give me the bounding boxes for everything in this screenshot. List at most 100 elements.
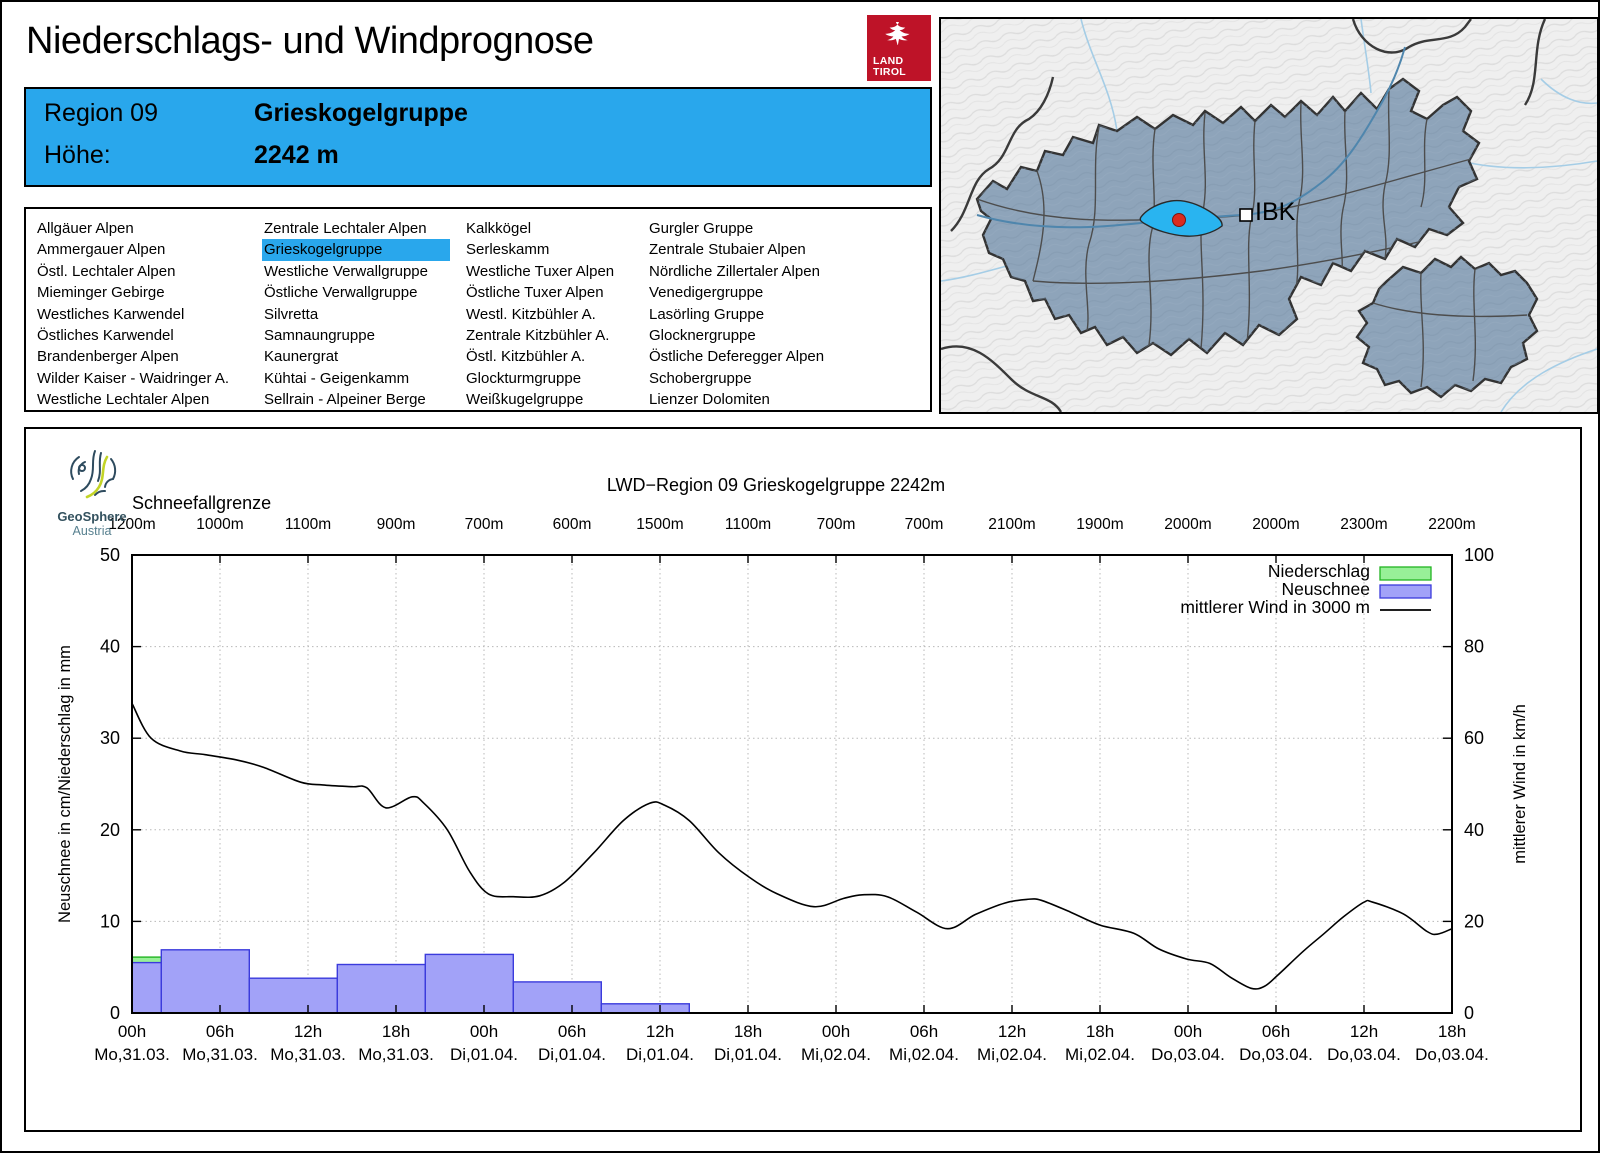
x-tick-time: 18h [382, 1022, 410, 1041]
ibk-label: IBK [1255, 198, 1296, 226]
region-list-item[interactable]: Samnaungruppe [264, 327, 375, 345]
neuschnee-bar [131, 961, 162, 1014]
x-tick-date: Di,01.04. [714, 1045, 782, 1064]
x-tick-time: 00h [118, 1022, 146, 1041]
x-tick-date: Mi,02.04. [801, 1045, 871, 1064]
legend-label: Neuschnee [1281, 579, 1370, 599]
region-list-item[interactable]: Kaunergrat [264, 348, 339, 366]
x-tick-date: Mo,31.03. [182, 1045, 258, 1064]
x-tick-time: 00h [1174, 1022, 1202, 1041]
x-tick-time: 18h [1438, 1022, 1466, 1041]
land-tirol-logo: LAND TIROL [867, 15, 931, 81]
x-tick-date: Di,01.04. [626, 1045, 694, 1064]
region-list-item[interactable]: Lienzer Dolomiten [649, 391, 770, 409]
region-list-item[interactable]: Westliche Tuxer Alpen [466, 262, 615, 280]
region-list-item[interactable]: Östliches Karwendel [37, 327, 174, 345]
region-list-item[interactable]: Östliche Deferegger Alpen [649, 348, 825, 366]
region-info-box: Region 09 Grieskogelgruppe Höhe: 2242 m [24, 87, 932, 187]
snowline-value: 1900m [1076, 516, 1123, 533]
region-list-item[interactable]: Brandenberger Alpen [37, 348, 179, 366]
map-inn-river [976, 46, 1406, 229]
legend-label: mittlerer Wind in 3000 m [1180, 597, 1370, 617]
region-list-item[interactable]: Gurgler Gruppe [649, 220, 754, 237]
region-list-item[interactable]: Grieskogelgruppe [262, 239, 450, 261]
geosphere-icon [70, 450, 117, 499]
geosphere-logo: GeoSphere Austria [54, 447, 130, 538]
neuschnee-bar [160, 949, 251, 1014]
y-right-tick-label: 20 [1464, 911, 1484, 931]
y-left-tick-label: 0 [110, 1003, 120, 1023]
snowline-value: 1100m [725, 516, 771, 533]
region-list-item[interactable]: Glockturmgruppe [466, 369, 582, 387]
region-list-item[interactable]: Schobergruppe [649, 369, 752, 387]
y-right-tick-label: 80 [1464, 637, 1484, 657]
x-tick-date: Mi,02.04. [977, 1045, 1047, 1064]
snowline-value: 1500m [636, 516, 683, 533]
altitude-label: Höhe: [44, 141, 111, 169]
x-tick-time: 12h [646, 1022, 674, 1041]
x-tick-date: Mi,02.04. [889, 1045, 959, 1064]
region-list-item[interactable]: Nördliche Zillertaler Alpen [649, 262, 820, 280]
region-list-item[interactable]: Östliche Tuxer Alpen [466, 284, 604, 302]
plot-frame [131, 554, 1453, 1014]
region-list-item[interactable]: Glocknergruppe [649, 327, 756, 345]
region-list-item[interactable]: Zentrale Kitzbühler A. [466, 327, 610, 345]
neuschnee-bar [336, 963, 426, 1014]
x-tick-date: Mo,31.03. [358, 1045, 434, 1064]
x-tick-date: Mo,31.03. [94, 1045, 170, 1064]
y-right-tick-label: 60 [1464, 728, 1484, 748]
neuschnee-bar [424, 953, 514, 1014]
tirol-eagle-icon [885, 22, 910, 45]
region-list-item[interactable]: Zentrale Lechtaler Alpen [264, 220, 427, 237]
region-list-item[interactable]: Zentrale Stubaier Alpen [649, 241, 806, 259]
x-tick-date: Do,03.04. [1415, 1045, 1489, 1064]
snowline-header: Schneefallgrenze [132, 493, 271, 513]
x-tick-time: 12h [294, 1022, 322, 1041]
forecast-chart: GeoSphere Austria 0 10 20 30 40 50 0 20 40 60 80 10… [24, 427, 1582, 1132]
ibk-marker [1239, 208, 1253, 222]
region-list-item[interactable]: Östl. Lechtaler Alpen [37, 262, 176, 280]
map-state-borders [941, 19, 1547, 412]
snowline-value: 600m [553, 516, 592, 533]
snowline-value: 900m [377, 516, 416, 533]
y-left-tick-label: 20 [100, 820, 120, 840]
region-list-item[interactable]: Allgäuer Alpen [37, 220, 134, 237]
region-list-item[interactable]: Wilder Kaiser - Waidringer A. [37, 369, 229, 387]
snowline-value: 1100m [285, 516, 331, 533]
region-list-item[interactable]: Weißkugelgruppe [466, 391, 584, 409]
y-right-axis-title: mittlerer Wind in km/h [1511, 704, 1529, 864]
region-list-item[interactable]: Kühtai - Geigenkamm [264, 369, 410, 387]
x-tick-date: Do,03.04. [1327, 1045, 1401, 1064]
region-list-item[interactable]: Sellrain - Alpeiner Berge [264, 391, 426, 409]
region-list-item[interactable]: Westl. Kitzbühler A. [466, 305, 596, 323]
region-list-item[interactable]: Östliche Verwallgruppe [264, 284, 418, 302]
neuschnee-bar [600, 1003, 690, 1014]
x-tick-date: Di,01.04. [538, 1045, 606, 1064]
tirol-logo-text: LAND TIROL [873, 55, 906, 78]
region-list-item[interactable]: Kalkkögel [466, 220, 532, 237]
region-number-label: Region 09 [44, 99, 158, 127]
chart-title: LWD−Region 09 Grieskogelgruppe 2242m [607, 475, 945, 495]
region-list-item[interactable]: Venedigergruppe [649, 284, 764, 302]
wind-line [131, 703, 1453, 990]
x-tick-date: Do,03.04. [1151, 1045, 1225, 1064]
region-list-item[interactable]: Östl. Kitzbühler A. [466, 348, 586, 366]
snowline-value: 1000m [196, 516, 243, 533]
region-list-item[interactable]: Silvretta [264, 305, 319, 323]
region-list-item[interactable]: Lasörling Gruppe [649, 305, 765, 323]
x-tick-time: 12h [998, 1022, 1026, 1041]
region-list-item[interactable]: Serleskamm [466, 241, 550, 259]
snowline-value: 1200m [108, 516, 155, 533]
region-list: Allgäuer Alpen Ammergauer Alpen Östl. Lech… [24, 207, 932, 412]
snowline-value: 700m [817, 516, 856, 533]
snowline-value: 2000m [1252, 516, 1299, 533]
region-list-item[interactable]: Westliches Karwendel [37, 305, 185, 323]
region-list-item[interactable]: Westliche Lechtaler Alpen [37, 391, 210, 409]
x-tick-time: 06h [558, 1022, 586, 1041]
y-left-tick-label: 30 [100, 728, 120, 748]
region-list-item[interactable]: Westliche Verwallgruppe [264, 262, 428, 280]
region-list-item[interactable]: Mieminger Gebirge [37, 284, 165, 302]
region-list-item[interactable]: Ammergauer Alpen [37, 241, 166, 259]
tirol-map[interactable]: IBK [939, 17, 1598, 414]
snowline-value: 700m [905, 516, 944, 533]
